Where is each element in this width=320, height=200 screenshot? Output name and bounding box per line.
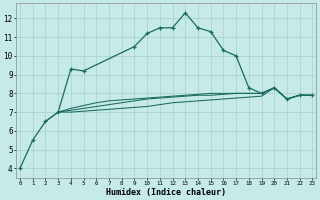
X-axis label: Humidex (Indice chaleur): Humidex (Indice chaleur)	[106, 188, 226, 197]
